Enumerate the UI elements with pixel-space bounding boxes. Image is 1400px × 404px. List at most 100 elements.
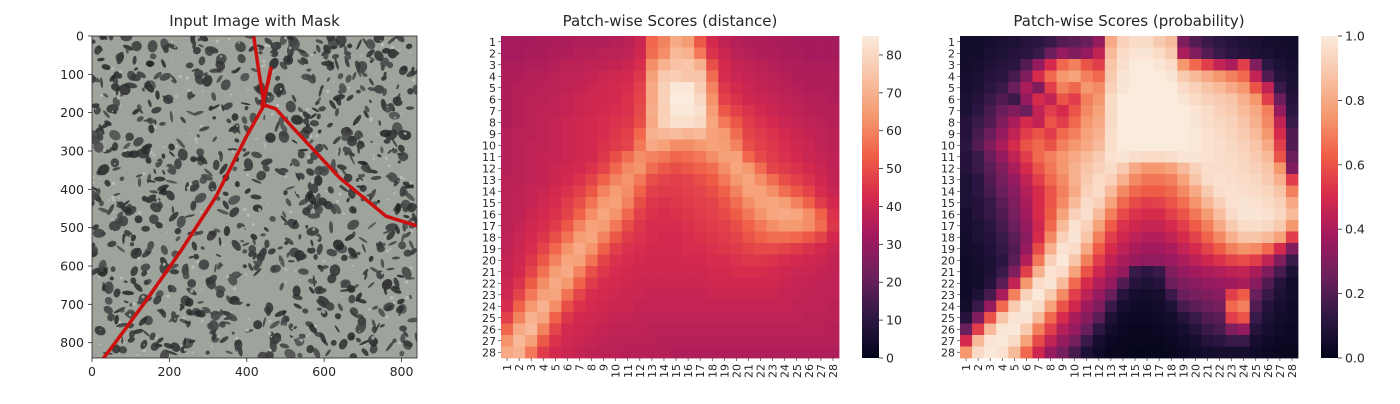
heatmap-cell bbox=[1189, 162, 1202, 175]
heatmap-cell bbox=[1225, 82, 1239, 94]
heatmap-cell bbox=[1237, 93, 1251, 106]
heatmap-cell bbox=[802, 266, 816, 278]
heatmap-cell bbox=[754, 208, 767, 221]
heatmap-cell bbox=[1189, 231, 1202, 244]
heatmap-cell bbox=[694, 105, 707, 117]
colorbar-tick-label: 70 bbox=[886, 85, 902, 100]
heatmap-cell bbox=[1129, 128, 1142, 140]
heatmap-cell bbox=[1044, 116, 1057, 129]
y-tick-label: 15 bbox=[941, 197, 955, 210]
heatmap-cell bbox=[1177, 323, 1190, 336]
heatmap-cell bbox=[670, 197, 683, 209]
heatmap-cell bbox=[766, 93, 780, 106]
heatmap-cell bbox=[1116, 105, 1130, 117]
heatmap-cell bbox=[1153, 220, 1166, 232]
heatmap-cell bbox=[1141, 254, 1154, 267]
heatmap-cell bbox=[1153, 289, 1166, 301]
heatmap-cell bbox=[766, 185, 780, 198]
heatmap-cell bbox=[706, 277, 719, 290]
heatmap-cell bbox=[826, 243, 840, 255]
heatmap-cell bbox=[1177, 139, 1190, 152]
heatmap-cell bbox=[597, 70, 611, 83]
heatmap-cell bbox=[960, 162, 973, 175]
heatmap-cell bbox=[802, 277, 816, 290]
heatmap-cell bbox=[1032, 174, 1045, 186]
x-tick-label: 7 bbox=[573, 364, 586, 371]
heatmap-cell bbox=[1189, 312, 1202, 324]
heatmap-cell bbox=[790, 93, 804, 106]
heatmap-cell bbox=[1032, 185, 1045, 198]
heatmap-cell bbox=[1020, 346, 1033, 359]
heatmap-cell bbox=[501, 47, 514, 60]
heatmap-cell bbox=[1213, 47, 1226, 60]
heatmap-cell bbox=[984, 139, 997, 152]
heatmap-cell bbox=[1020, 128, 1033, 140]
heatmap-cell bbox=[561, 36, 574, 48]
heatmap-cell bbox=[1213, 335, 1226, 347]
heatmap-cell bbox=[513, 266, 526, 278]
heatmap-cell bbox=[645, 243, 659, 255]
heatmap-cell bbox=[1201, 36, 1214, 48]
heatmap-cell bbox=[1165, 59, 1178, 71]
heatmap-cell bbox=[585, 266, 598, 278]
heatmap-cell bbox=[730, 220, 743, 232]
heatmap-cell bbox=[694, 59, 707, 71]
y-tick-label: 16 bbox=[482, 208, 496, 221]
crack-mask-line bbox=[260, 66, 273, 107]
heatmap-cell bbox=[501, 105, 514, 117]
heatmap-cell bbox=[1177, 208, 1190, 221]
panel-distance-heatmap: Patch-wise Scores (distance)112233445566… bbox=[482, 12, 902, 378]
heatmap-cell bbox=[621, 243, 635, 255]
heatmap-cell bbox=[1249, 116, 1263, 129]
heatmap-cell bbox=[1068, 36, 1082, 48]
y-tick-label: 1 bbox=[948, 36, 955, 49]
heatmap-cell bbox=[1261, 174, 1275, 186]
y-tick-label: 16 bbox=[941, 208, 955, 221]
heatmap-cell bbox=[1165, 105, 1178, 117]
x-tick-label: 23 bbox=[767, 364, 780, 378]
heatmap-cell bbox=[754, 174, 767, 186]
heatmap-cell bbox=[1068, 185, 1082, 198]
heatmap-cell bbox=[984, 105, 997, 117]
heatmap-cell bbox=[609, 323, 623, 336]
heatmap-cell bbox=[1032, 128, 1045, 140]
heatmap-cell bbox=[1285, 208, 1299, 221]
heatmap-cell bbox=[706, 346, 719, 359]
heatmap-cell bbox=[1177, 82, 1190, 94]
heatmap-cell bbox=[814, 162, 828, 175]
heatmap-cell bbox=[1141, 116, 1154, 129]
heatmap-cell bbox=[1285, 277, 1299, 290]
heatmap-cell bbox=[972, 254, 985, 267]
heatmap-cell bbox=[1201, 93, 1214, 106]
heatmap-cell bbox=[778, 208, 792, 221]
heatmap-cell bbox=[561, 208, 574, 221]
heatmap-cell bbox=[790, 300, 804, 313]
heatmap-cell bbox=[597, 105, 611, 117]
heatmap-cell bbox=[778, 162, 792, 175]
heatmap-cell bbox=[537, 116, 550, 129]
heatmap-cell bbox=[706, 47, 719, 60]
heatmap-cell bbox=[525, 254, 538, 267]
heatmap-cell bbox=[1273, 231, 1287, 244]
panel-title: Patch-wise Scores (distance) bbox=[563, 12, 778, 30]
heatmap-cell bbox=[525, 36, 538, 48]
heatmap-cell bbox=[778, 105, 792, 117]
heatmap-cell bbox=[778, 185, 792, 198]
heatmap-cell bbox=[826, 128, 840, 140]
heatmap-cell bbox=[609, 289, 623, 301]
heatmap-cell bbox=[1225, 254, 1239, 267]
heatmap-cell bbox=[1285, 105, 1299, 117]
heatmap-cell bbox=[597, 243, 611, 255]
heatmap-cell bbox=[1104, 151, 1118, 163]
heatmap-cell bbox=[1261, 70, 1275, 83]
heatmap-cell bbox=[1032, 59, 1045, 71]
heatmap-cell bbox=[1092, 151, 1106, 163]
heatmap-cell bbox=[754, 116, 767, 129]
heatmap-cell bbox=[1032, 266, 1045, 278]
x-tick-label: 6 bbox=[1020, 364, 1033, 371]
heatmap-cell bbox=[766, 220, 780, 232]
heatmap-cell bbox=[1104, 323, 1118, 336]
heatmap-cell bbox=[984, 231, 997, 244]
heatmap-cell bbox=[1104, 289, 1118, 301]
